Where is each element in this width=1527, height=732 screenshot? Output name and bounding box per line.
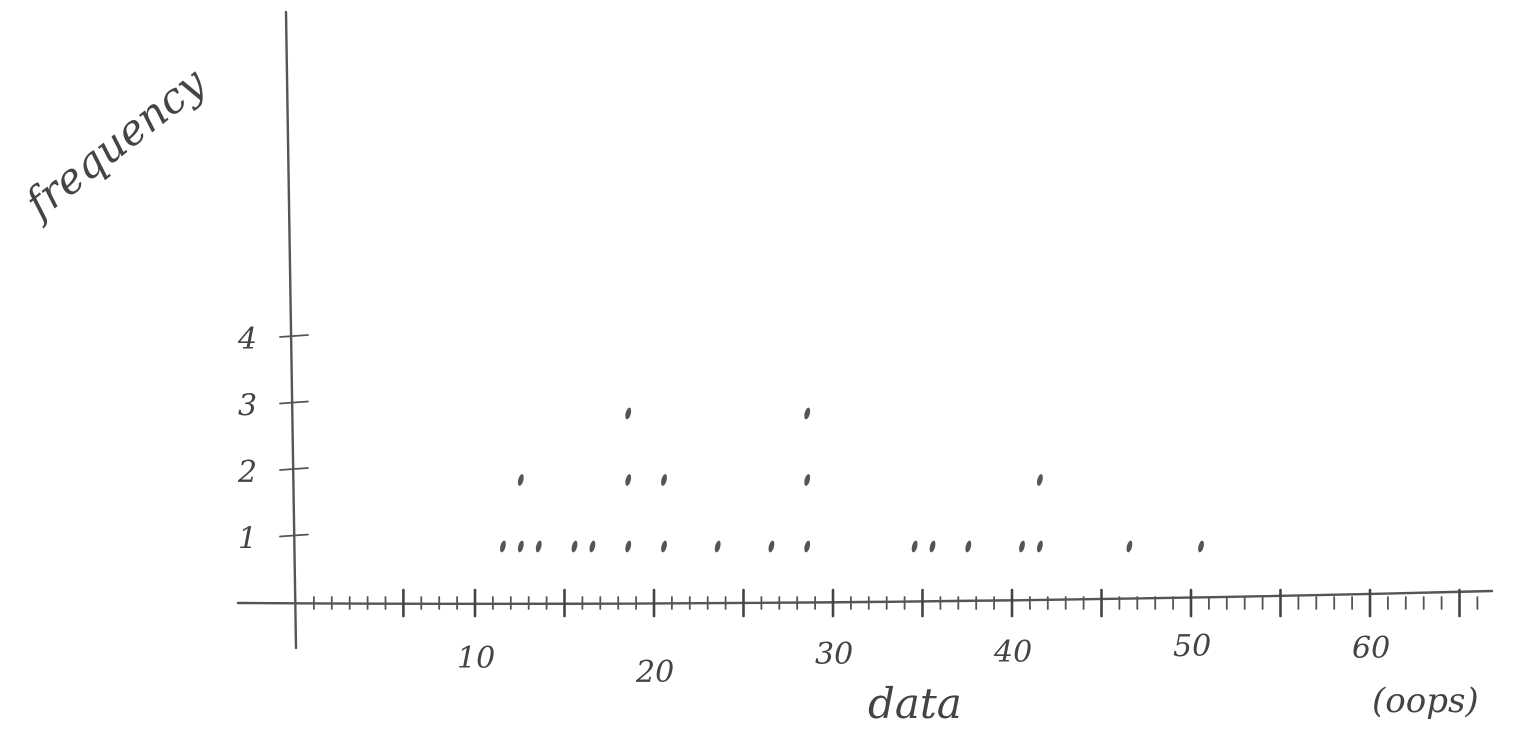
y-axis-line <box>284 10 298 650</box>
x-axis-line <box>236 589 1494 605</box>
y-tick-label: 3 <box>238 389 257 424</box>
y-tick-mark <box>279 467 309 471</box>
data-point <box>965 540 972 553</box>
x-axis-title: data <box>868 679 962 728</box>
data-point <box>1198 540 1204 553</box>
data-point <box>499 540 506 553</box>
y-tick-mark <box>279 334 309 338</box>
y-tick-label: 2 <box>237 455 257 490</box>
data-point <box>768 540 775 553</box>
data-point <box>1036 474 1043 486</box>
data-point <box>535 540 542 553</box>
data-point <box>589 540 596 553</box>
y-tick-mark <box>279 533 309 538</box>
y-axis-title: frequency <box>14 57 216 230</box>
data-point <box>804 474 811 486</box>
x-tick-label: 10 <box>457 641 495 676</box>
data-point <box>804 540 811 553</box>
data-point <box>625 407 632 420</box>
data-point <box>517 474 524 486</box>
x-tick-label: 40 <box>993 635 1032 670</box>
y-tick-mark <box>279 400 309 405</box>
data-points <box>499 407 1204 553</box>
data-point <box>1019 540 1025 553</box>
data-point <box>1036 540 1043 553</box>
data-point <box>1126 540 1133 553</box>
data-point <box>714 540 721 553</box>
data-point <box>517 540 524 553</box>
data-point <box>661 474 667 486</box>
axes <box>236 10 1494 650</box>
x-tick-label: 20 <box>635 655 674 690</box>
y-tick-label: 1 <box>238 522 257 557</box>
data-point <box>929 540 936 553</box>
data-point <box>661 540 667 553</box>
y-axis-ticks: 1 2 3 4 <box>237 322 309 557</box>
oops-annotation: (oops) <box>1372 681 1479 721</box>
data-point <box>911 540 918 553</box>
y-tick-label: 4 <box>237 322 257 357</box>
data-point <box>804 407 811 420</box>
data-point <box>625 540 632 553</box>
x-axis-ticks: 10203040506070 <box>312 588 1479 690</box>
x-tick-label: 60 <box>1352 631 1390 666</box>
data-point <box>571 540 578 553</box>
x-tick-label: 50 <box>1173 629 1211 664</box>
x-tick-label: 30 <box>815 637 853 672</box>
data-point <box>625 474 632 486</box>
